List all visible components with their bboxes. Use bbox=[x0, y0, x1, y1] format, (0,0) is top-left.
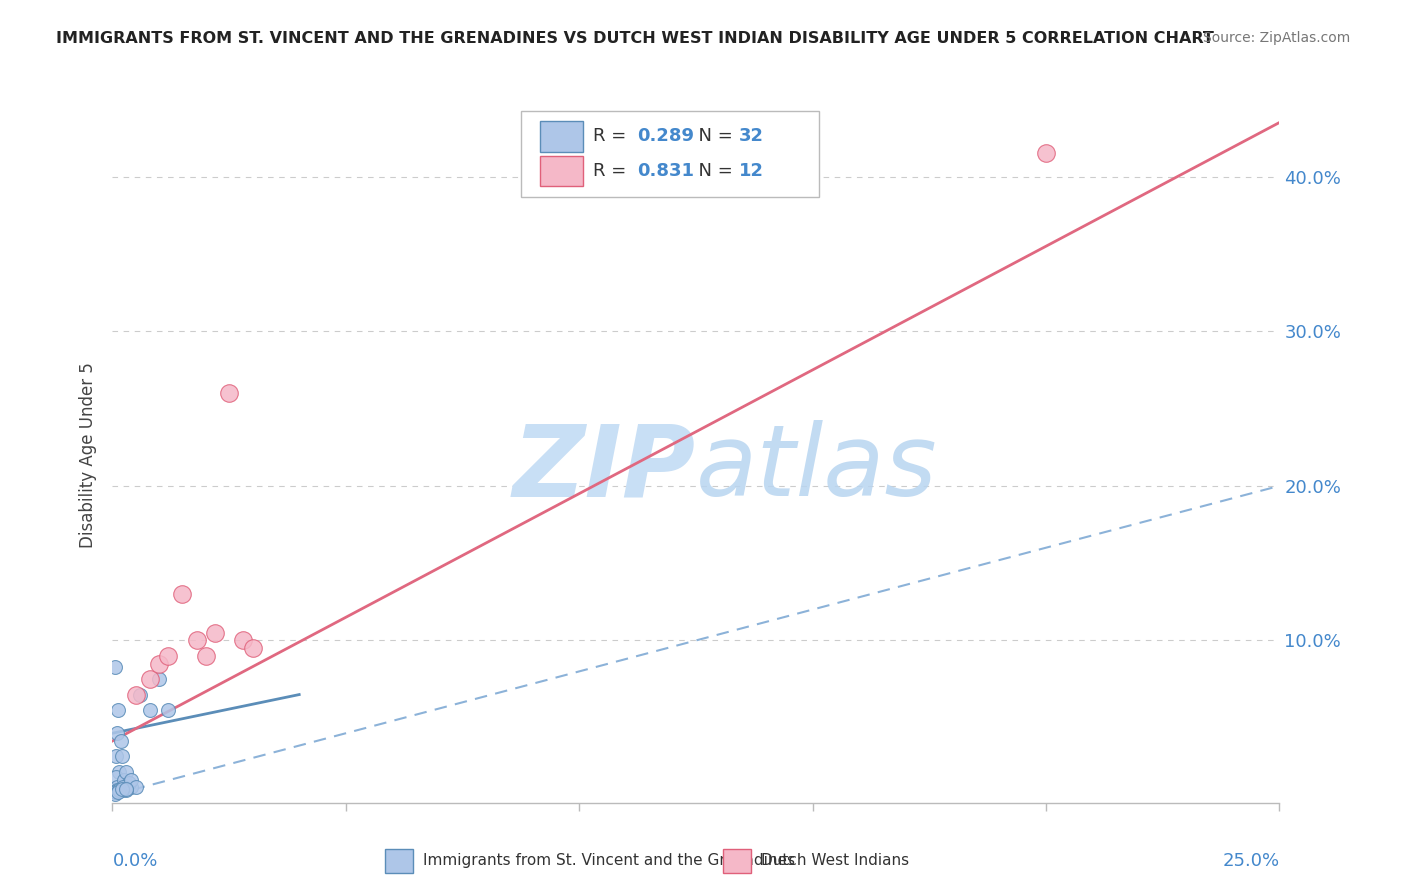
FancyBboxPatch shape bbox=[540, 156, 582, 186]
Point bbox=[115, 783, 138, 797]
Point bbox=[105, 770, 128, 784]
Point bbox=[104, 787, 127, 801]
Text: R =: R = bbox=[593, 162, 633, 180]
FancyBboxPatch shape bbox=[540, 121, 582, 152]
Text: 0.831: 0.831 bbox=[638, 162, 695, 180]
Point bbox=[157, 648, 180, 663]
Point bbox=[107, 785, 129, 799]
Text: N =: N = bbox=[686, 162, 738, 180]
Text: 0.0%: 0.0% bbox=[112, 852, 157, 870]
Point bbox=[186, 633, 208, 648]
Point bbox=[204, 625, 226, 640]
Point bbox=[111, 749, 134, 764]
Point bbox=[125, 780, 148, 795]
Point bbox=[218, 386, 240, 401]
Point bbox=[104, 785, 127, 799]
Text: 25.0%: 25.0% bbox=[1222, 852, 1279, 870]
Point bbox=[115, 780, 138, 795]
Point bbox=[129, 688, 152, 702]
Point bbox=[104, 659, 127, 673]
Point bbox=[105, 780, 128, 795]
Point bbox=[148, 657, 170, 671]
Point bbox=[105, 783, 128, 797]
Point bbox=[108, 783, 131, 797]
Point bbox=[112, 772, 135, 787]
Point bbox=[139, 703, 162, 717]
Point bbox=[111, 783, 134, 797]
Text: Immigrants from St. Vincent and the Grenadines: Immigrants from St. Vincent and the Gren… bbox=[423, 854, 796, 868]
FancyBboxPatch shape bbox=[520, 111, 818, 197]
Point bbox=[125, 688, 148, 702]
Text: IMMIGRANTS FROM ST. VINCENT AND THE GRENADINES VS DUTCH WEST INDIAN DISABILITY A: IMMIGRANTS FROM ST. VINCENT AND THE GREN… bbox=[56, 31, 1215, 46]
Point bbox=[157, 703, 180, 717]
Y-axis label: Disability Age Under 5: Disability Age Under 5 bbox=[79, 362, 97, 548]
Point bbox=[120, 780, 142, 795]
Point bbox=[111, 781, 134, 796]
Point bbox=[105, 749, 128, 764]
Text: ZIP: ZIP bbox=[513, 420, 696, 517]
Point bbox=[120, 772, 142, 787]
Point bbox=[148, 672, 170, 686]
Text: 32: 32 bbox=[740, 128, 763, 145]
Point bbox=[115, 764, 138, 779]
Point bbox=[105, 726, 128, 740]
Point bbox=[118, 775, 141, 789]
Text: 12: 12 bbox=[740, 162, 763, 180]
Point bbox=[194, 648, 217, 663]
Point bbox=[107, 703, 129, 717]
Point bbox=[115, 781, 138, 796]
Text: Source: ZipAtlas.com: Source: ZipAtlas.com bbox=[1202, 31, 1350, 45]
Point bbox=[110, 734, 132, 748]
Point bbox=[105, 785, 128, 799]
Text: atlas: atlas bbox=[696, 420, 938, 517]
Point bbox=[172, 587, 194, 601]
Text: N =: N = bbox=[686, 128, 738, 145]
Point bbox=[232, 633, 254, 648]
Point bbox=[111, 780, 134, 795]
Text: Dutch West Indians: Dutch West Indians bbox=[761, 854, 908, 868]
Point bbox=[139, 672, 162, 686]
Point bbox=[242, 641, 264, 656]
Text: 0.289: 0.289 bbox=[638, 128, 695, 145]
Point bbox=[108, 764, 131, 779]
Point bbox=[111, 780, 134, 795]
Text: R =: R = bbox=[593, 128, 633, 145]
Point bbox=[1035, 146, 1057, 161]
